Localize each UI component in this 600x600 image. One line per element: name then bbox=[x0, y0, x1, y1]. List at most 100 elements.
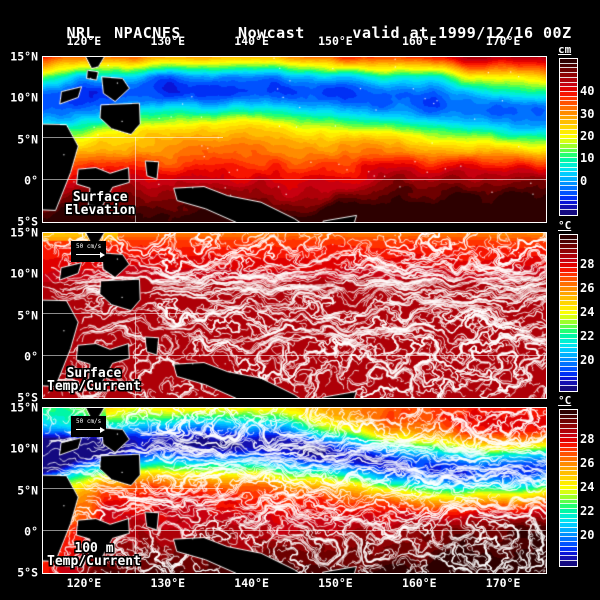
colorbar-tick-100m-temp-current-3: 22 bbox=[580, 504, 595, 518]
panel-caption-surface-elevation: Surface Elevation bbox=[65, 189, 136, 219]
colorbar-tick-100m-temp-current-1: 26 bbox=[580, 456, 595, 470]
colorbar-tick-surface-elevation-1: 30 bbox=[580, 106, 595, 121]
colorbar-segment bbox=[560, 249, 577, 254]
colorbar-segment bbox=[560, 167, 577, 173]
colorbar-segment bbox=[560, 466, 577, 472]
y-tick-p1-15N: 15°N bbox=[10, 225, 38, 240]
colorbar-segment bbox=[560, 490, 577, 495]
colorbar-segment bbox=[560, 129, 577, 135]
colorbar-tick-100m-temp-current-2: 24 bbox=[580, 480, 595, 494]
colorbar-segment bbox=[560, 476, 577, 481]
graticule-lat5-1 bbox=[43, 313, 223, 314]
colorbar-segment bbox=[560, 77, 577, 83]
colorbar-segment bbox=[560, 381, 577, 386]
colorbar-tick-100m-temp-current-0: 28 bbox=[580, 432, 595, 446]
graticule-lat5-2 bbox=[43, 488, 223, 489]
colorbar-segment bbox=[560, 471, 577, 477]
colorbar-tick-surface-temp-current-2: 24 bbox=[580, 305, 595, 319]
colorbar-segment bbox=[560, 87, 577, 93]
panel-caption-100m-temp-current: 100 m Temp/Current bbox=[47, 540, 141, 570]
colorbar-segment bbox=[560, 181, 577, 187]
colorbar-segment bbox=[560, 527, 577, 533]
colorbar-tick-surface-elevation-2: 20 bbox=[580, 129, 595, 143]
colorbar-segment bbox=[560, 205, 577, 210]
colorbar-segment bbox=[560, 424, 577, 429]
colorbar-tick-surface-elevation-3: 10 bbox=[580, 151, 595, 166]
colorbar-surface-temp bbox=[559, 234, 578, 392]
colorbar-segment bbox=[560, 410, 577, 415]
colorbar-segment bbox=[560, 282, 577, 287]
colorbar-segment bbox=[560, 329, 577, 335]
colorbar-segment bbox=[560, 376, 577, 382]
vector-scale-arrow-1 bbox=[76, 251, 105, 258]
colorbar-segment bbox=[560, 551, 577, 557]
colorbar-segment bbox=[560, 428, 577, 434]
colorbar-segment bbox=[560, 101, 577, 107]
colorbar-segment bbox=[560, 162, 577, 168]
y-tick-p2-5N: 5°N bbox=[17, 482, 38, 497]
colorbar-segment bbox=[560, 63, 577, 69]
colorbar-segment bbox=[560, 139, 577, 144]
vector-scale-key-2: 50 cm/s bbox=[71, 416, 107, 437]
x-tick-150: 150°E bbox=[318, 34, 353, 48]
colorbar-surface-elevation bbox=[559, 58, 578, 216]
colorbar-segment bbox=[560, 480, 577, 486]
current-streamlines-1 bbox=[43, 233, 546, 398]
colorbar-segment bbox=[560, 537, 577, 543]
graticule-lat5-0 bbox=[43, 137, 223, 138]
colorbar-segment bbox=[560, 305, 577, 311]
colorbar-segment bbox=[560, 513, 577, 519]
x-tick-170: 170°E bbox=[485, 34, 521, 48]
colorbar-segment bbox=[560, 319, 577, 325]
colorbar-segment bbox=[560, 386, 577, 391]
y-tick-p2-10N: 10°N bbox=[10, 441, 38, 456]
colorbar-segment bbox=[560, 148, 577, 154]
vector-scale-arrow-2 bbox=[76, 426, 105, 433]
colorbar-segment bbox=[560, 195, 577, 201]
y-tick-p0-10N: 10°N bbox=[10, 90, 38, 105]
vector-scale-label-2: 50 cm/s bbox=[76, 418, 102, 425]
colorbar-tick-surface-temp-current-4: 20 bbox=[580, 353, 595, 367]
colorbar-segment bbox=[560, 153, 577, 159]
map-panel-100m-temp-current[interactable]: 50 cm/s 100 m Temp/Current bbox=[42, 407, 547, 574]
colorbar-segment bbox=[560, 523, 577, 528]
colorbar-segment bbox=[560, 499, 577, 505]
map-panel-surface-elevation[interactable]: Surface Elevation bbox=[42, 56, 547, 223]
colorbar-segment bbox=[560, 457, 577, 462]
colorbar-segment bbox=[560, 210, 577, 215]
colorbar-segment bbox=[560, 296, 577, 302]
colorbar-segment bbox=[560, 272, 577, 278]
colorbar-segment bbox=[560, 310, 577, 316]
colorbar-tick-surface-temp-current-3: 22 bbox=[580, 329, 595, 343]
x-tick-160: 160°E bbox=[401, 34, 437, 48]
colorbar-segment bbox=[560, 158, 577, 163]
colorbar-tick-surface-elevation-0: 40 bbox=[580, 84, 595, 99]
colorbar-segment bbox=[560, 172, 577, 177]
map-panel-surface-temp-current[interactable]: 50 cm/s Surface Temp/Current bbox=[42, 232, 547, 399]
x-tick-140: 140°E bbox=[234, 576, 269, 590]
colorbar-segment bbox=[560, 494, 577, 500]
colorbar-segment bbox=[560, 176, 577, 182]
colorbar-segment bbox=[560, 556, 577, 561]
colorbar-segment bbox=[560, 504, 577, 510]
colorbar-segment bbox=[560, 110, 577, 116]
colorbar-tick-100m-temp-current-4: 20 bbox=[580, 528, 595, 542]
colorbar-segment bbox=[560, 561, 577, 566]
colorbar-segment bbox=[560, 73, 577, 78]
colorbar-segment bbox=[560, 244, 577, 250]
colorbar-segment bbox=[560, 518, 577, 524]
colorbar-segment bbox=[560, 357, 577, 363]
x-tick-120: 120°E bbox=[66, 34, 102, 48]
colorbar-segment bbox=[560, 461, 577, 467]
colorbar-segment bbox=[560, 438, 577, 444]
colorbar-segment bbox=[560, 120, 577, 126]
colorbar-segment bbox=[560, 371, 577, 377]
y-tick-p1-5N: 5°N bbox=[17, 307, 38, 322]
colorbar-segment bbox=[560, 263, 577, 269]
colorbar-segment bbox=[560, 239, 577, 245]
colorbar-segment bbox=[560, 542, 577, 547]
colorbar-segment bbox=[560, 447, 577, 453]
y-tick-p0-0: 0° bbox=[24, 173, 38, 187]
colorbar-segment bbox=[560, 338, 577, 344]
